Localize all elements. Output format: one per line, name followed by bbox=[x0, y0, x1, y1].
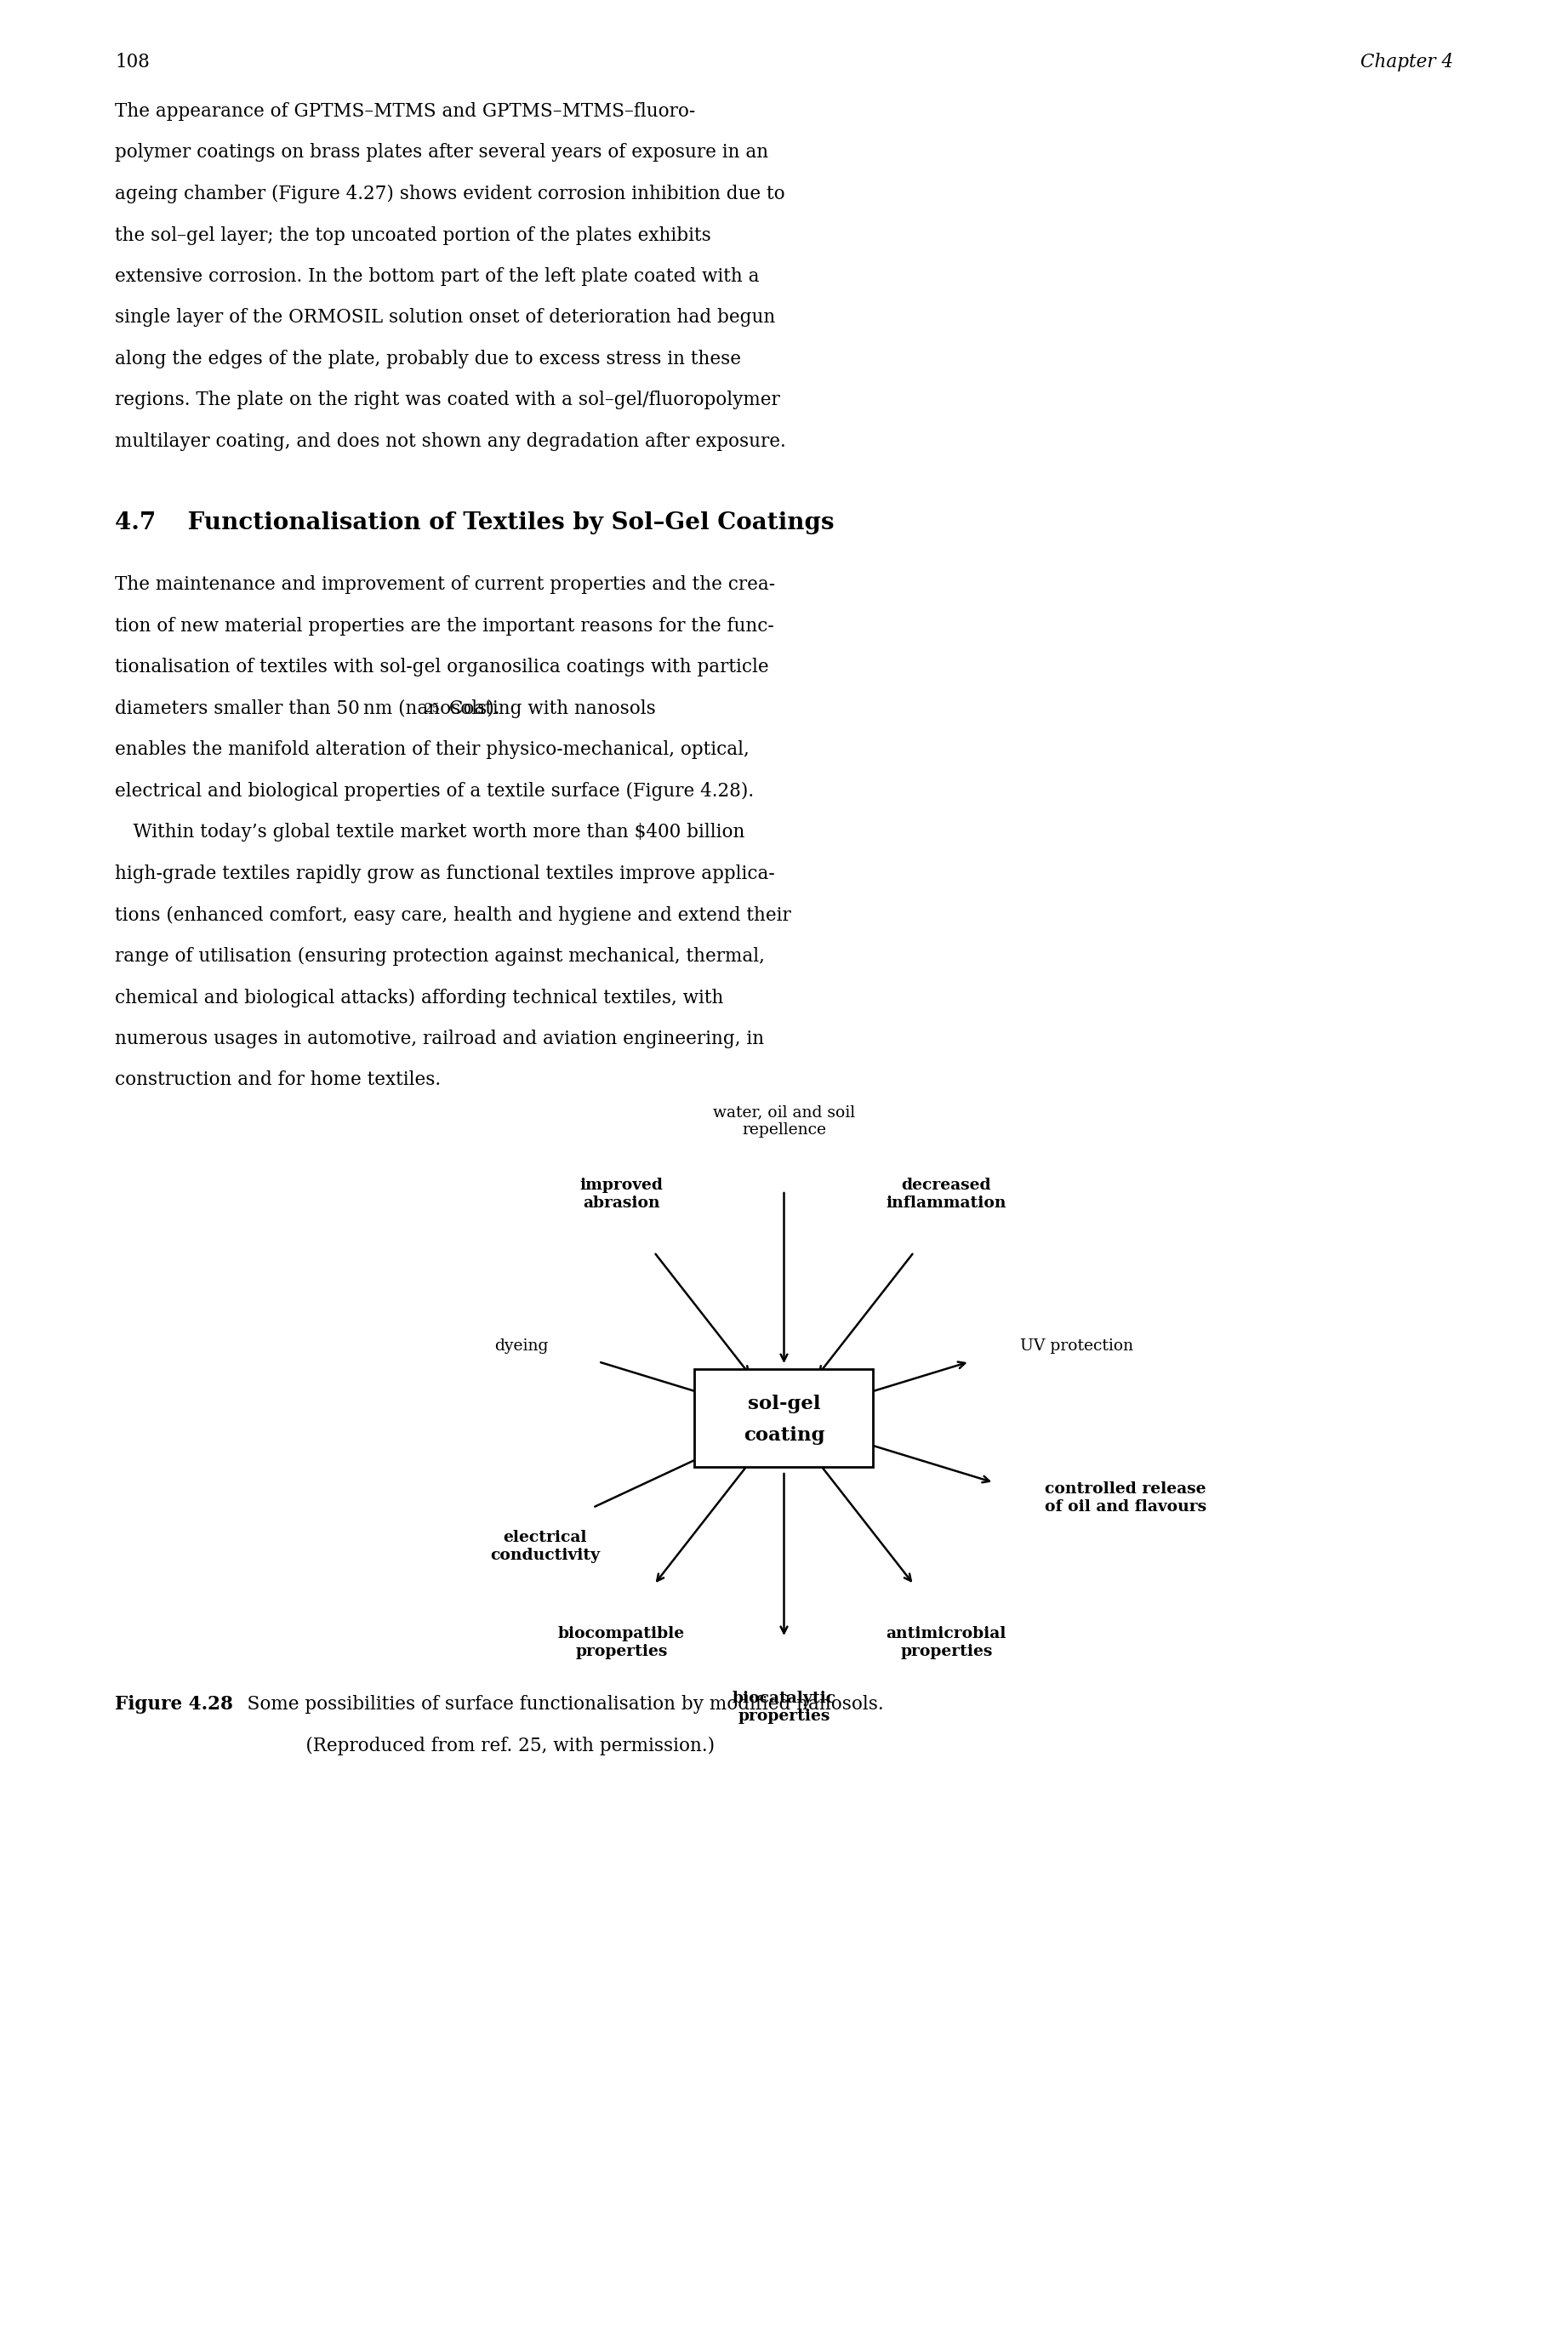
Text: controlled release
of oil and flavours: controlled release of oil and flavours bbox=[1044, 1481, 1206, 1514]
Text: improved
abrasion: improved abrasion bbox=[580, 1178, 663, 1211]
Text: The appearance of GPTMS–MTMS and GPTMS–MTMS–fluoro-: The appearance of GPTMS–MTMS and GPTMS–M… bbox=[114, 101, 695, 120]
Text: water, oil and soil
repellence: water, oil and soil repellence bbox=[713, 1105, 855, 1138]
Text: Figure 4.28: Figure 4.28 bbox=[114, 1695, 234, 1714]
Text: numerous usages in automotive, railroad and aviation engineering, in: numerous usages in automotive, railroad … bbox=[114, 1030, 764, 1049]
Text: polymer coatings on brass plates after several years of exposure in an: polymer coatings on brass plates after s… bbox=[114, 143, 768, 162]
Text: Chapter 4: Chapter 4 bbox=[1361, 52, 1454, 71]
Text: dyeing: dyeing bbox=[494, 1338, 549, 1354]
Text: the sol–gel layer; the top uncoated portion of the plates exhibits: the sol–gel layer; the top uncoated port… bbox=[114, 226, 710, 245]
Text: decreased
inflammation: decreased inflammation bbox=[886, 1178, 1007, 1211]
Bar bbox=[695, 1371, 873, 1467]
Text: construction and for home textiles.: construction and for home textiles. bbox=[114, 1070, 441, 1089]
Text: Within today’s global textile market worth more than $400 billion: Within today’s global textile market wor… bbox=[114, 823, 745, 842]
Text: 108: 108 bbox=[114, 52, 149, 71]
Text: biocatalytic
properties: biocatalytic properties bbox=[732, 1690, 836, 1723]
Text: single layer of the ORMOSIL solution onset of deterioration had begun: single layer of the ORMOSIL solution ons… bbox=[114, 308, 775, 327]
Text: 25: 25 bbox=[425, 703, 439, 715]
Text: tions (enhanced comfort, easy care, health and hygiene and extend their: tions (enhanced comfort, easy care, heal… bbox=[114, 905, 790, 924]
Text: along the edges of the plate, probably due to excess stress in these: along the edges of the plate, probably d… bbox=[114, 350, 742, 369]
Text: diameters smaller than 50 nm (nanosols).: diameters smaller than 50 nm (nanosols). bbox=[114, 701, 500, 717]
Text: multilayer coating, and does not shown any degradation after exposure.: multilayer coating, and does not shown a… bbox=[114, 433, 786, 451]
Text: tion of new material properties are the important reasons for the func-: tion of new material properties are the … bbox=[114, 616, 775, 635]
Text: coating: coating bbox=[743, 1427, 825, 1446]
Text: enables the manifold alteration of their physico-mechanical, optical,: enables the manifold alteration of their… bbox=[114, 741, 750, 759]
Text: biocompatible
properties: biocompatible properties bbox=[558, 1627, 685, 1660]
Text: UV protection: UV protection bbox=[1019, 1338, 1134, 1354]
Text: chemical and biological attacks) affording technical textiles, with: chemical and biological attacks) affordi… bbox=[114, 987, 723, 1006]
Text: electrical
conductivity: electrical conductivity bbox=[491, 1531, 601, 1563]
Text: 4.7  Functionalisation of Textiles by Sol–Gel Coatings: 4.7 Functionalisation of Textiles by Sol… bbox=[114, 513, 834, 534]
Text: The maintenance and improvement of current properties and the crea-: The maintenance and improvement of curre… bbox=[114, 576, 775, 595]
Text: Coating with nanosols: Coating with nanosols bbox=[444, 701, 655, 717]
Text: tionalisation of textiles with sol-gel organosilica coatings with particle: tionalisation of textiles with sol-gel o… bbox=[114, 658, 768, 677]
Text: extensive corrosion. In the bottom part of the left plate coated with a: extensive corrosion. In the bottom part … bbox=[114, 268, 759, 287]
Text: sol-gel: sol-gel bbox=[748, 1394, 820, 1413]
Text: (Reproduced from ref. 25, with permission.): (Reproduced from ref. 25, with permissio… bbox=[230, 1737, 715, 1756]
Text: high-grade textiles rapidly grow as functional textiles improve applica-: high-grade textiles rapidly grow as func… bbox=[114, 865, 775, 884]
Text: regions. The plate on the right was coated with a sol–gel/fluoropolymer: regions. The plate on the right was coat… bbox=[114, 390, 779, 409]
Text: Some possibilities of surface functionalisation by modified nanosols.: Some possibilities of surface functional… bbox=[230, 1695, 884, 1714]
Text: antimicrobial
properties: antimicrobial properties bbox=[886, 1627, 1007, 1660]
Text: electrical and biological properties of a textile surface (Figure 4.28).: electrical and biological properties of … bbox=[114, 783, 754, 802]
Text: ageing chamber (Figure 4.27) shows evident corrosion inhibition due to: ageing chamber (Figure 4.27) shows evide… bbox=[114, 186, 786, 205]
Text: range of utilisation (ensuring protection against mechanical, thermal,: range of utilisation (ensuring protectio… bbox=[114, 947, 765, 966]
